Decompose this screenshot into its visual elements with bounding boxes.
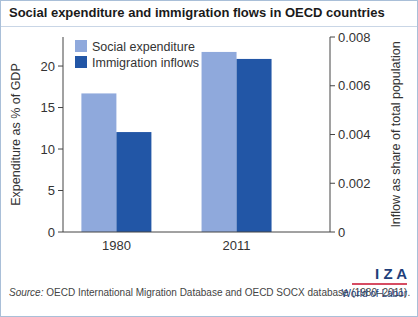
frame	[1, 1, 418, 317]
x-axis-line	[63, 232, 330, 233]
bars	[81, 52, 271, 232]
title-rule	[1, 26, 417, 27]
y-tick	[58, 107, 63, 108]
y-tick-label: 15	[41, 100, 55, 115]
legend-label: Immigration inflows	[92, 56, 199, 70]
y-tick	[58, 190, 63, 191]
y2-tick	[330, 232, 335, 233]
bar	[202, 52, 237, 232]
y2-tick-label: 0.004	[338, 127, 371, 142]
y-tick-label: 10	[41, 142, 55, 157]
source-lead: Source:	[9, 287, 44, 298]
chart: Social expenditure and immigration flows…	[0, 0, 418, 317]
y2-axis-title: Inflow as share of total population	[389, 41, 403, 227]
y-tick-label: 20	[41, 59, 55, 74]
title: Social expenditure and immigration flows…	[9, 5, 385, 20]
y-axis-title: Expenditure as % of GDP	[9, 63, 23, 205]
x-tick-label: 1980	[102, 238, 131, 253]
source: Source: OECD International Migration Dat…	[9, 287, 410, 298]
y-tick-label: 5	[48, 183, 55, 198]
bar	[237, 59, 272, 232]
y2-tick	[330, 37, 335, 38]
y2-tick-label: 0.002	[338, 176, 371, 191]
y-tick	[58, 66, 63, 67]
legend-label: Social expenditure	[92, 40, 195, 54]
x-tick-label: 2011	[223, 238, 251, 253]
y-tick	[58, 232, 63, 233]
y-tick-label: 0	[48, 225, 55, 240]
legend-swatch	[75, 40, 87, 52]
logo-rule	[352, 283, 407, 285]
logo-text: World of Labor	[342, 288, 408, 299]
y2-tick	[330, 134, 335, 135]
y2-tick	[330, 183, 335, 184]
bar	[116, 132, 151, 232]
y2-tick-label: 0	[338, 225, 345, 240]
y2-tick-label: 0.008	[338, 30, 371, 45]
y2-tick	[330, 85, 335, 86]
source-rest: OECD International Migration Database an…	[43, 287, 410, 298]
y2-tick-label: 0.006	[338, 78, 371, 93]
legend-swatch	[75, 56, 87, 68]
bar	[81, 93, 116, 232]
y-tick	[58, 149, 63, 150]
logo-mark: I Z A	[375, 265, 407, 282]
